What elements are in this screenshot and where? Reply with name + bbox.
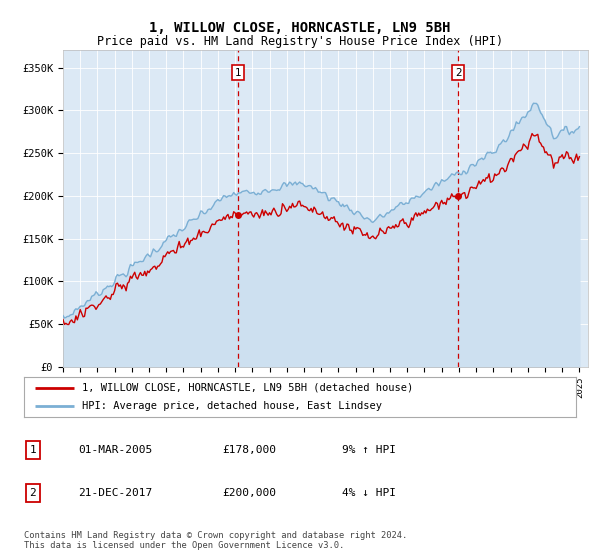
Text: 9% ↑ HPI: 9% ↑ HPI (342, 445, 396, 455)
Text: £178,000: £178,000 (222, 445, 276, 455)
Text: 1: 1 (29, 445, 37, 455)
Text: Contains HM Land Registry data © Crown copyright and database right 2024.
This d: Contains HM Land Registry data © Crown c… (24, 531, 407, 550)
Text: 2: 2 (455, 68, 461, 77)
Text: 1, WILLOW CLOSE, HORNCASTLE, LN9 5BH (detached house): 1, WILLOW CLOSE, HORNCASTLE, LN9 5BH (de… (82, 383, 413, 393)
Text: 01-MAR-2005: 01-MAR-2005 (78, 445, 152, 455)
Text: 21-DEC-2017: 21-DEC-2017 (78, 488, 152, 498)
Text: 1, WILLOW CLOSE, HORNCASTLE, LN9 5BH: 1, WILLOW CLOSE, HORNCASTLE, LN9 5BH (149, 21, 451, 35)
Text: £200,000: £200,000 (222, 488, 276, 498)
Text: Price paid vs. HM Land Registry's House Price Index (HPI): Price paid vs. HM Land Registry's House … (97, 35, 503, 48)
Text: 2: 2 (29, 488, 37, 498)
Text: 1: 1 (235, 68, 241, 77)
Text: HPI: Average price, detached house, East Lindsey: HPI: Average price, detached house, East… (82, 402, 382, 411)
Text: 4% ↓ HPI: 4% ↓ HPI (342, 488, 396, 498)
